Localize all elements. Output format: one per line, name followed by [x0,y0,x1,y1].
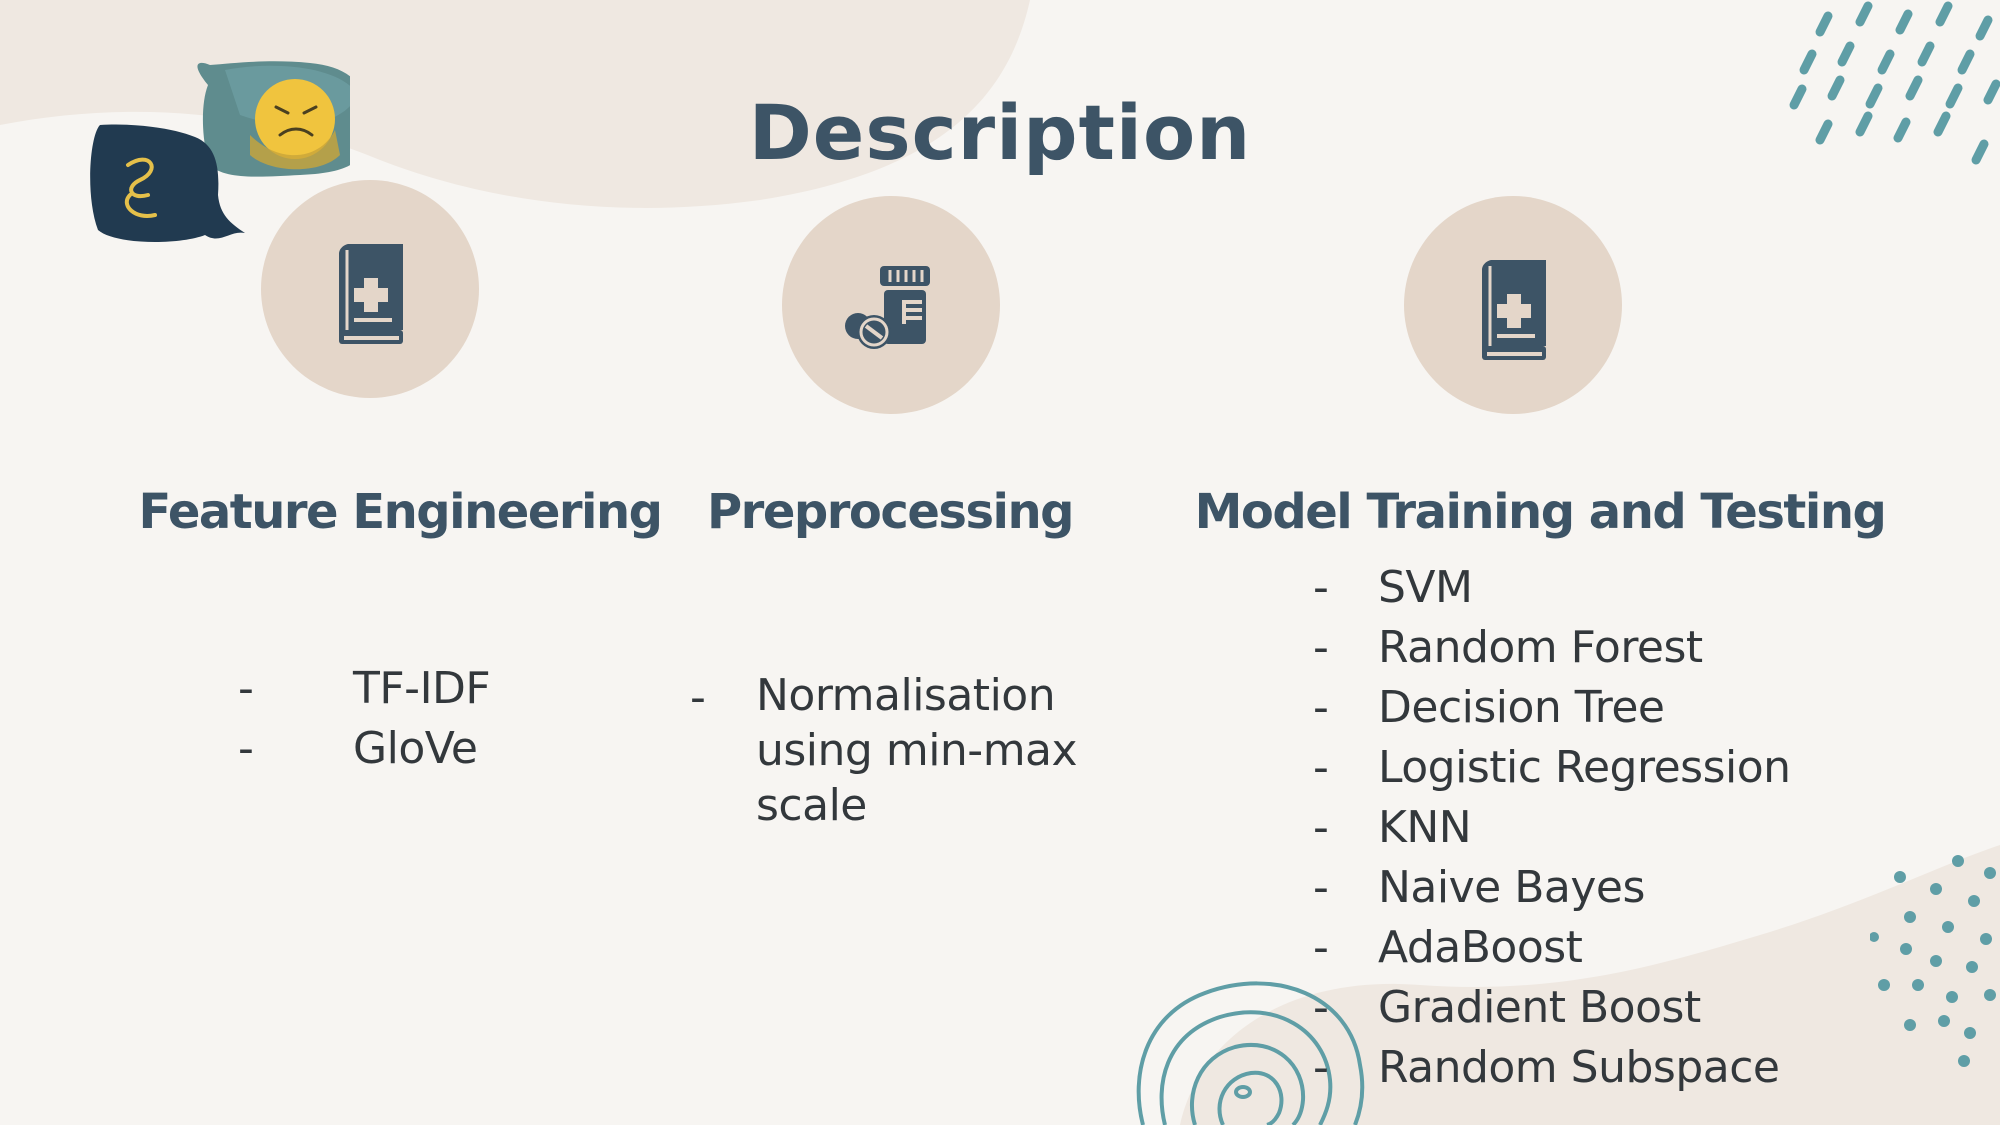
speech-bubbles-icon [90,61,350,242]
heading-model-training: Model Training and Testing [1194,484,1887,540]
preprocessing-list: - Normalisation using min-max scale [690,668,1096,836]
teal-dash-pattern [1789,1,2000,165]
list-item: - Gradient Boost [1313,982,1701,1033]
teal-dot-pattern [1870,855,1996,1067]
medicine-bottle-pills-icon [845,266,930,349]
list-item: - Random Forest [1313,622,1703,673]
background-blob-bottom [1180,845,2000,1125]
model-training-icon-circle [1404,196,1622,414]
slide-title: Description [748,88,1252,177]
list-item: - SVM [1313,562,1473,613]
feature-engineering-list: - TF-IDF - GloVe [238,659,491,779]
heading-feature-engineering: Feature Engineering [138,484,663,540]
medical-book-icon [339,244,403,344]
feature-engineering-icon-circle [261,180,479,398]
concentric-rings-decoration [1136,981,1365,1125]
list-item: - Random Subspace [1313,1042,1780,1093]
list-item: - Decision Tree [1313,682,1665,733]
list-item: - TF-IDF [238,663,491,714]
preprocessing-icon-circle [782,196,1000,414]
list-item: - Logistic Regression [1313,742,1791,793]
list-item: - GloVe [238,723,478,774]
background-blob-top [0,0,1030,208]
heading-preprocessing: Preprocessing [706,484,1075,540]
model-training-list: - SVM - Random Forest - Decision Tree - Logi… [1313,558,1791,1098]
list-item: - Normalisation using min-max scale [690,670,1078,831]
medical-book-icon [1482,260,1546,360]
list-item: - Naive Bayes [1313,862,1645,913]
list-item: - KNN [1313,802,1472,853]
list-item: - AdaBoost [1313,922,1583,973]
